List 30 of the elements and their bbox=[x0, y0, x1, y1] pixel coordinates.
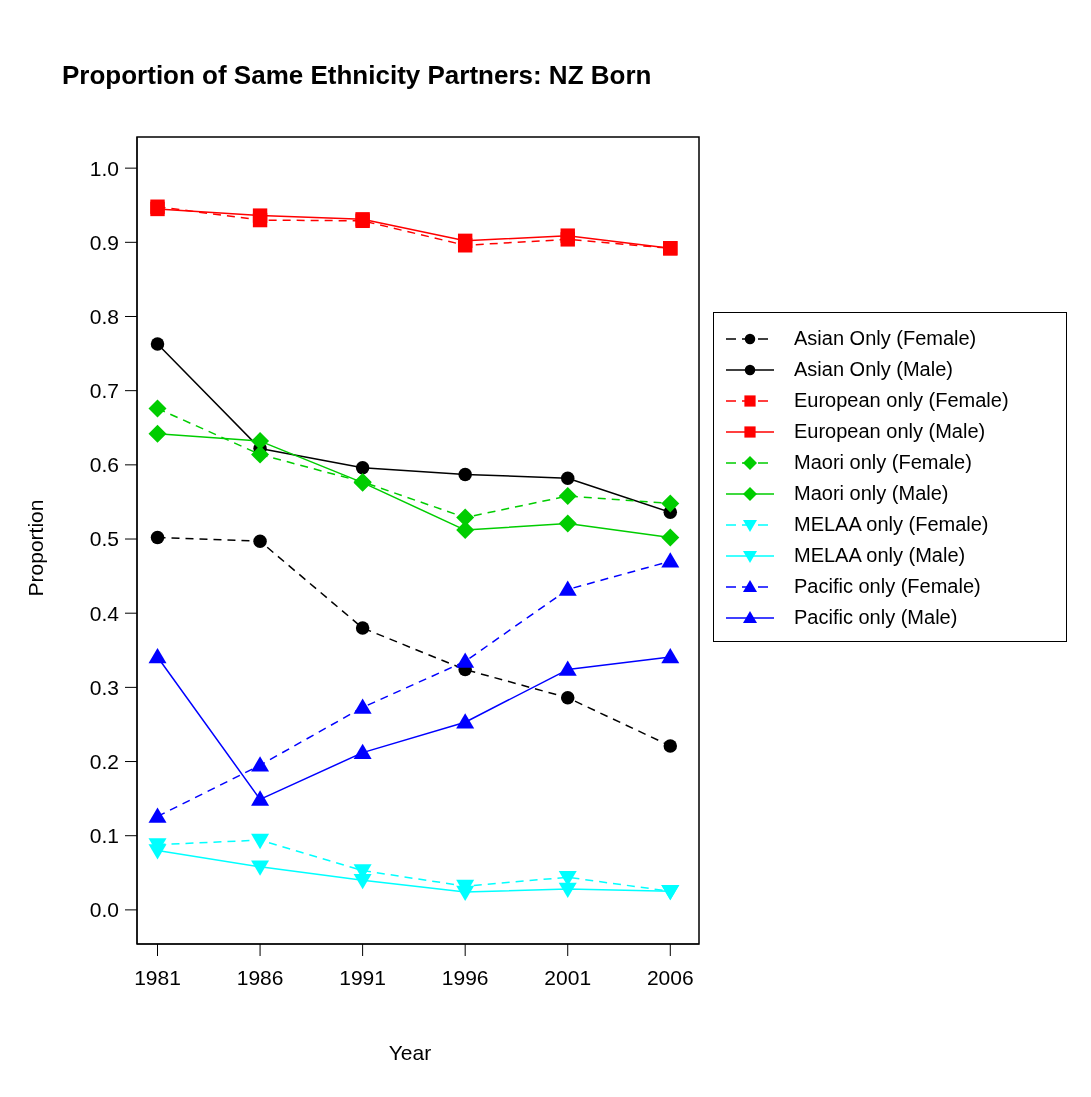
legend-label: Maori only (Male) bbox=[794, 482, 949, 505]
legend-label: Asian Only (Female) bbox=[794, 327, 977, 350]
y-tick-label: 0.0 bbox=[89, 898, 119, 922]
y-tick-label: 0.5 bbox=[89, 527, 119, 551]
y-tick-label: 0.7 bbox=[89, 379, 119, 403]
x-tick-label: 1996 bbox=[441, 965, 489, 989]
legend-label: European only (Female) bbox=[794, 389, 1009, 412]
legend-label: Asian Only (Male) bbox=[794, 358, 953, 381]
y-tick-label: 0.1 bbox=[89, 824, 119, 848]
chart-title: Proportion of Same Ethnicity Partners: NZ Born bbox=[62, 60, 652, 91]
x-tick-label: 2006 bbox=[646, 965, 694, 989]
legend-label: MELAA only (Male) bbox=[794, 544, 966, 567]
legend-label: Pacific only (Female) bbox=[794, 575, 981, 598]
x-tick-label: 1986 bbox=[236, 965, 284, 989]
legend-label: European only (Male) bbox=[794, 420, 986, 443]
x-tick-label: 2001 bbox=[544, 965, 592, 989]
y-tick-label: 0.6 bbox=[89, 453, 119, 477]
y-tick-label: 0.3 bbox=[89, 675, 119, 699]
y-tick-label: 1.0 bbox=[89, 156, 119, 180]
legend-label: Pacific only (Male) bbox=[794, 606, 958, 629]
y-axis-title: Proportion bbox=[24, 499, 48, 597]
legend-label: Maori only (Female) bbox=[794, 451, 972, 474]
y-tick-label: 0.8 bbox=[89, 304, 119, 328]
x-tick-label: 1981 bbox=[134, 965, 181, 989]
y-tick-label: 0.9 bbox=[89, 230, 119, 254]
y-tick-label: 0.2 bbox=[89, 749, 119, 773]
legend-label: MELAA only (Female) bbox=[794, 513, 989, 536]
x-tick-label: 1991 bbox=[339, 965, 386, 989]
x-axis-title: Year bbox=[388, 1041, 432, 1065]
y-tick-label: 0.4 bbox=[89, 601, 120, 625]
